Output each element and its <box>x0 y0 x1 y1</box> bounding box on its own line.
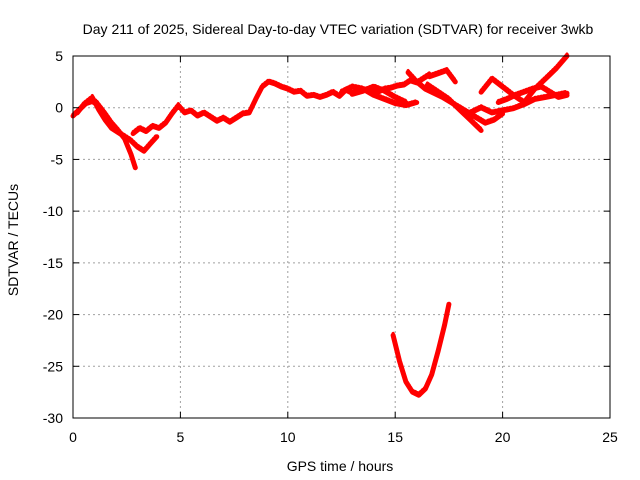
x-tick-label: 20 <box>495 429 511 445</box>
axis-ticks <box>72 55 611 419</box>
x-tick-label: 5 <box>177 429 185 445</box>
series-line-13-scatter <box>391 300 451 395</box>
x-tick-label: 25 <box>602 429 618 445</box>
y-tick-label: 5 <box>55 48 63 64</box>
y-tick-label: -30 <box>43 410 63 426</box>
series-line-11-scatter <box>479 52 569 102</box>
x-axis-label: GPS time / hours <box>287 458 394 474</box>
y-axis-label: SDTVAR / TECUs <box>5 184 21 296</box>
x-tick-label: 10 <box>280 429 296 445</box>
series-line-6 <box>349 84 409 105</box>
data-series <box>70 52 570 398</box>
series-line-12 <box>495 84 570 105</box>
y-tick-label: -20 <box>43 307 63 323</box>
tick-labels: 0 5 10 15 20 25 5 0 -5 -10 -15 -20 -25 -30 <box>43 48 618 445</box>
y-tick-label: 0 <box>55 100 63 116</box>
series-line-8-scatter <box>425 81 483 130</box>
y-tick-label: -5 <box>51 151 64 167</box>
y-tick-label: -25 <box>43 358 63 374</box>
series-line-10 <box>467 90 570 116</box>
series-line-6-scatter <box>350 83 408 102</box>
chart-title: Day 211 of 2025, Sidereal Day-to-day VTE… <box>83 21 594 37</box>
series-line-3-scatter <box>90 93 159 151</box>
y-tick-label: -10 <box>43 203 63 219</box>
series-line-5 <box>339 84 420 109</box>
x-tick-label: 15 <box>387 429 403 445</box>
y-tick-label: -15 <box>43 255 63 271</box>
series-line-12-scatter <box>496 83 569 102</box>
x-tick-label: 0 <box>69 429 77 445</box>
plot-frame <box>72 55 611 419</box>
series-line-9-scatter <box>428 67 457 82</box>
series-line-11 <box>478 53 570 105</box>
